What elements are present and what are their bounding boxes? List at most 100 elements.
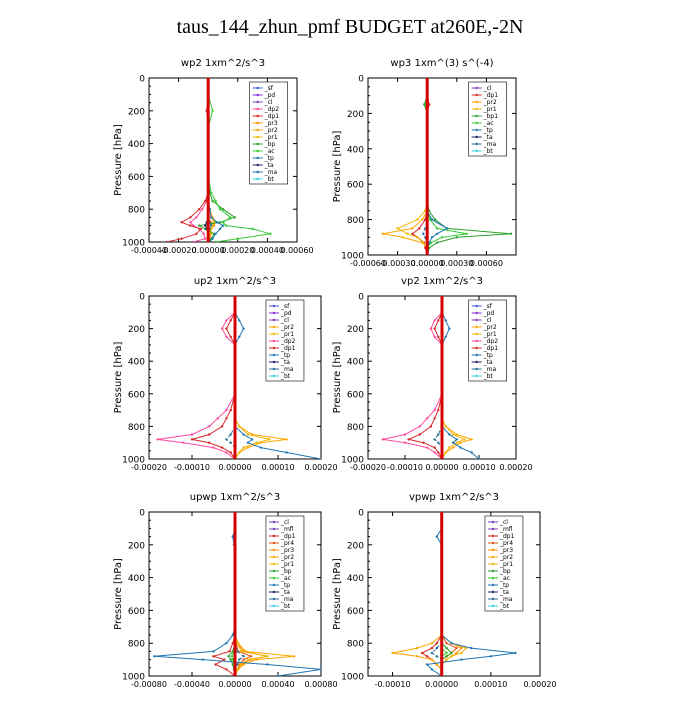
series-point-pr3	[460, 646, 463, 650]
x-tick-label: 0.00020	[523, 680, 556, 689]
legend-label: _pd	[483, 310, 495, 317]
legend-marker	[491, 604, 495, 608]
legend-label: _ta	[483, 134, 493, 141]
legend-label: _dp2	[264, 106, 280, 113]
series-point-bp	[211, 199, 214, 203]
series-point-dp2	[208, 425, 211, 428]
legend-marker	[272, 346, 276, 350]
legend-label: _bp	[499, 568, 511, 575]
series-point-pr1	[444, 451, 447, 454]
series-point-dp1	[165, 240, 168, 242]
series-point-pr2	[421, 218, 424, 221]
legend-marker	[491, 520, 495, 524]
series-point-ac	[435, 227, 439, 230]
x-tick-label: -0.00010	[174, 463, 210, 472]
legend-marker	[272, 576, 276, 580]
legend-label: _ma	[483, 141, 497, 148]
series-point-dp1	[435, 642, 438, 645]
legend-marker	[272, 332, 276, 336]
y-tick-label: 600	[128, 173, 145, 183]
series-point-dp1	[190, 438, 194, 441]
legend-label: _cl	[280, 519, 289, 526]
x-tick-label: -0.00030	[380, 259, 416, 268]
legend-marker	[272, 583, 276, 587]
series-point-dp1	[430, 646, 434, 650]
series-point-ac	[211, 109, 214, 113]
series-point-pr2	[242, 663, 245, 666]
series-line-pr2	[382, 78, 428, 255]
y-tick-label: 200	[128, 107, 145, 117]
x-tick-label: 0.00010	[474, 680, 507, 689]
series-point-dp2	[192, 240, 195, 242]
legend-marker	[272, 590, 276, 594]
legend-marker	[475, 360, 478, 364]
series-point-pr1	[246, 433, 250, 436]
panel-title: wp2 1xm^2/s^3	[181, 58, 265, 69]
series-group	[381, 78, 513, 255]
legend-marker	[256, 107, 259, 111]
legend-marker	[272, 527, 276, 531]
series-point-tp	[444, 335, 447, 338]
legend-marker	[475, 142, 478, 146]
series-point-dp1	[229, 319, 232, 322]
series-point-dp1	[420, 651, 424, 655]
series-point-dp2	[195, 216, 198, 219]
legend-label: _dp1	[280, 345, 296, 352]
legend-label: _tp	[280, 352, 290, 359]
series-point-pr2	[246, 446, 250, 449]
y-tick-label: 0	[139, 509, 145, 519]
series-point-bp	[221, 208, 225, 211]
x-tick-label: 0.00000	[192, 246, 225, 255]
series-point-dp1	[214, 663, 217, 666]
legend-marker	[272, 304, 276, 308]
panel-title: up2 1xm^2/s^3	[194, 276, 276, 287]
series-point-dp1	[411, 232, 414, 235]
series-point-dp1	[204, 199, 207, 203]
legend-label: _ac	[499, 575, 510, 582]
series-point-tp	[242, 327, 245, 330]
series-point-tp	[231, 633, 234, 637]
y-tick-label: 1000	[122, 673, 145, 683]
panel-title: upwp 1xm^2/s^3	[190, 492, 280, 503]
legend-marker	[475, 318, 478, 322]
legend-label: _dp1	[264, 113, 280, 120]
panel-5: upwp 1xm^2/s^3 Pressure [hPa] 0 200 400 600 80…	[113, 492, 338, 689]
legend-label: _dp2	[483, 338, 499, 345]
y-tick-label: 0	[139, 75, 145, 85]
series-point-tp	[448, 327, 451, 330]
legend-marker	[491, 583, 495, 587]
series-point-pr1	[422, 241, 425, 244]
legend-label: _ma	[499, 596, 513, 603]
series-point-pr4	[455, 646, 458, 650]
y-axis-label: Pressure [hPa]	[332, 558, 343, 630]
legend-label: _bp	[264, 141, 276, 148]
series-point-dp1	[208, 433, 211, 436]
legend-marker	[491, 555, 495, 559]
series-point-pr1	[451, 433, 455, 436]
series-point-dp1	[433, 446, 436, 449]
series-point-dp1	[437, 319, 440, 322]
series-point-tp	[218, 227, 222, 231]
series-point-tp	[225, 642, 228, 645]
x-tick-label: 0.00010	[462, 463, 495, 472]
series-group	[153, 512, 321, 676]
series-point-ac	[269, 232, 272, 235]
y-tick-label: 800	[128, 423, 145, 433]
y-tick-label: 800	[347, 216, 364, 226]
legend-label: _tp	[264, 155, 274, 162]
y-tick-label: 800	[347, 423, 364, 433]
series-point-dp1	[229, 335, 232, 338]
x-tick-label: 0.00060	[470, 259, 503, 268]
series-point-ac	[445, 651, 448, 655]
series-point-dp1	[229, 408, 232, 412]
series-point-dp2	[189, 221, 192, 224]
series-point-bp	[233, 216, 236, 219]
x-tick-label: -0.00010	[387, 463, 423, 472]
series-point-dp1	[231, 642, 234, 645]
y-tick-label: 200	[128, 541, 145, 551]
series-point-tp	[435, 535, 438, 538]
series-point-ac	[429, 218, 432, 221]
legend-marker	[272, 360, 276, 364]
